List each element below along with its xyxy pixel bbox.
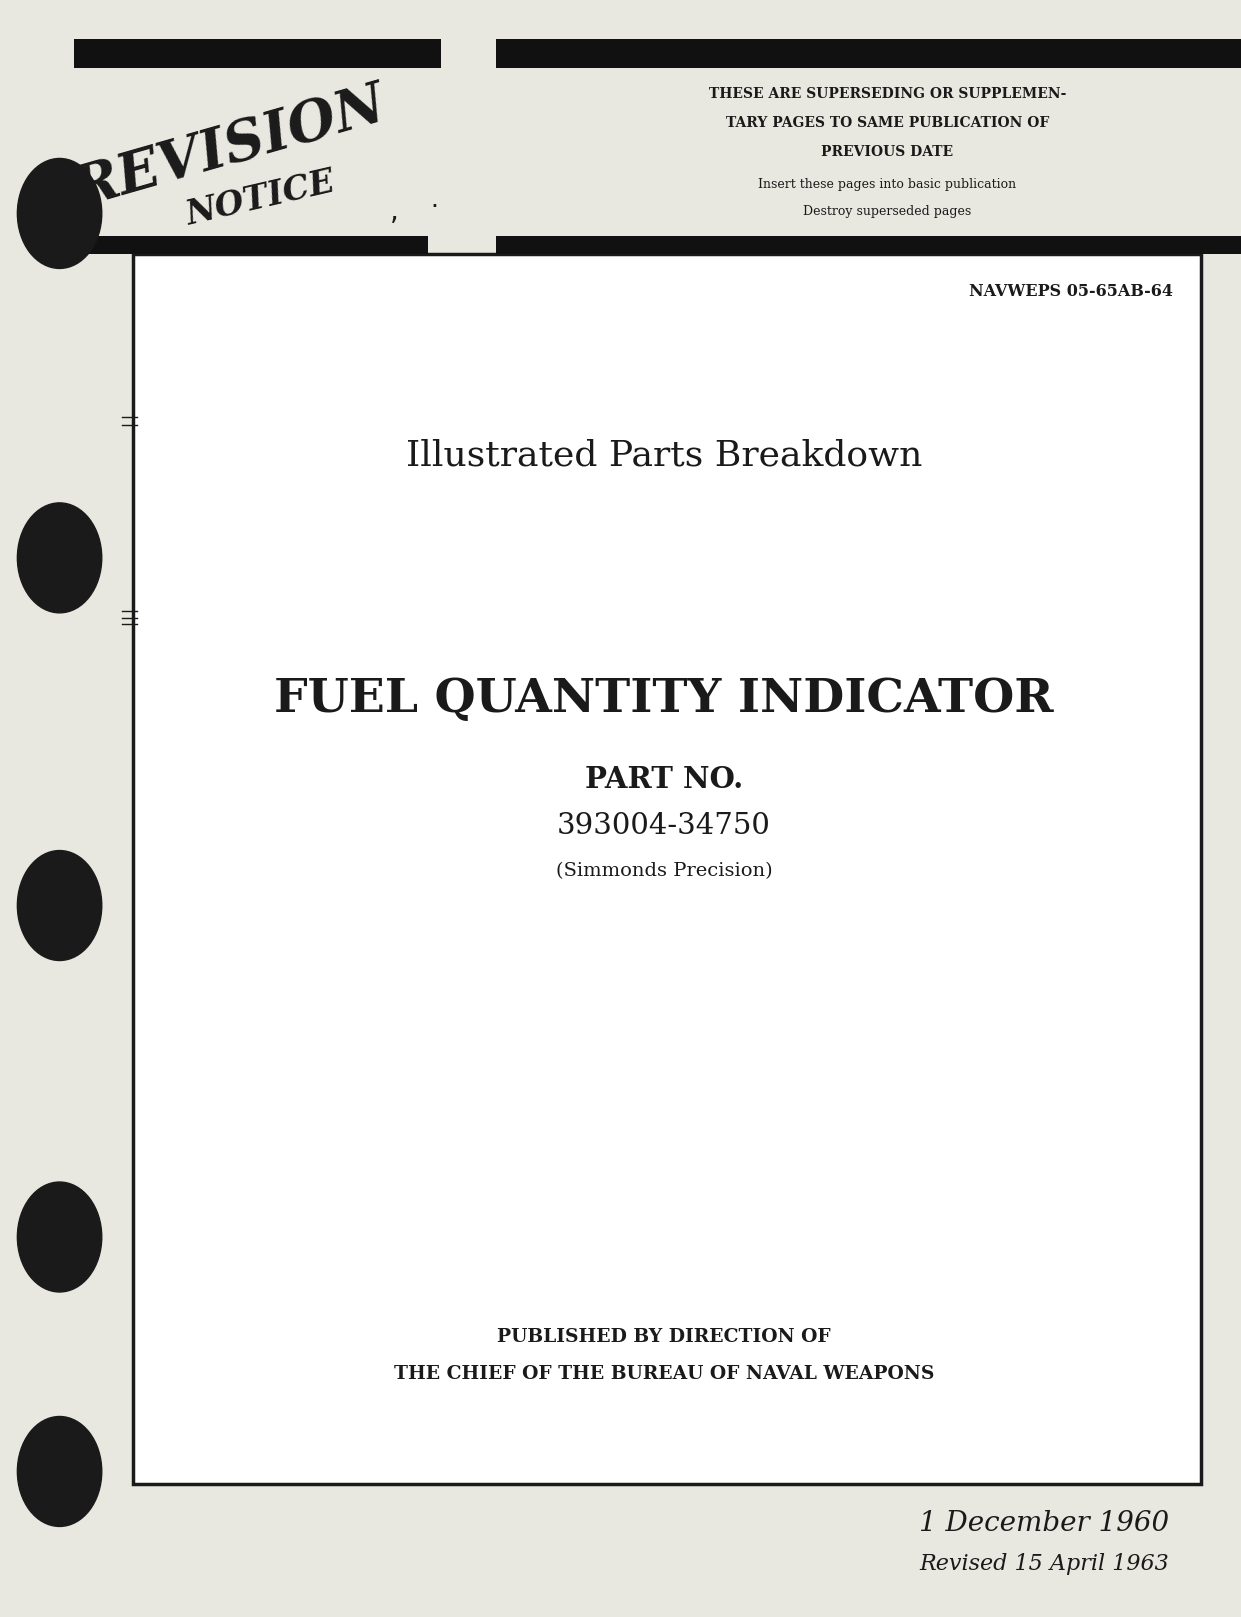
Text: Destroy superseded pages: Destroy superseded pages [803, 205, 972, 218]
Text: FUEL QUANTITY INDICATOR: FUEL QUANTITY INDICATOR [274, 676, 1054, 721]
Text: Illustrated Parts Breakdown: Illustrated Parts Breakdown [406, 438, 922, 474]
Text: THE CHIEF OF THE BUREAU OF NAVAL WEAPONS: THE CHIEF OF THE BUREAU OF NAVAL WEAPONS [393, 1365, 934, 1384]
Text: THESE ARE SUPERSEDING OR SUPPLEMEN-: THESE ARE SUPERSEDING OR SUPPLEMEN- [709, 87, 1066, 100]
Text: ,: , [390, 197, 400, 226]
Text: ·: · [431, 196, 438, 218]
Bar [74, 236, 428, 254]
Circle shape [17, 158, 102, 268]
Text: PREVIOUS DATE: PREVIOUS DATE [822, 146, 953, 158]
Bar [496, 39, 1241, 68]
Text: PART NO.: PART NO. [585, 765, 743, 794]
Circle shape [17, 1416, 102, 1526]
Text: Insert these pages into basic publication: Insert these pages into basic publicatio… [758, 178, 1016, 191]
Circle shape [17, 851, 102, 960]
Text: 1 December 1960: 1 December 1960 [918, 1510, 1169, 1536]
Bar [74, 39, 441, 68]
Text: TARY PAGES TO SAME PUBLICATION OF: TARY PAGES TO SAME PUBLICATION OF [726, 116, 1049, 129]
Text: 393004-34750: 393004-34750 [557, 812, 771, 841]
Circle shape [17, 1182, 102, 1292]
Text: REVISION: REVISION [67, 78, 392, 220]
Circle shape [17, 503, 102, 613]
Bar [133, 254, 1201, 1484]
Text: (Simmonds Precision): (Simmonds Precision) [556, 862, 772, 881]
Text: NAVWEPS 05-65AB-64: NAVWEPS 05-65AB-64 [969, 283, 1173, 299]
Text: Revised 15 April 1963: Revised 15 April 1963 [920, 1552, 1169, 1575]
Text: NOTICE: NOTICE [182, 165, 339, 233]
Bar [496, 236, 1241, 254]
Text: PUBLISHED BY DIRECTION OF: PUBLISHED BY DIRECTION OF [498, 1328, 830, 1347]
